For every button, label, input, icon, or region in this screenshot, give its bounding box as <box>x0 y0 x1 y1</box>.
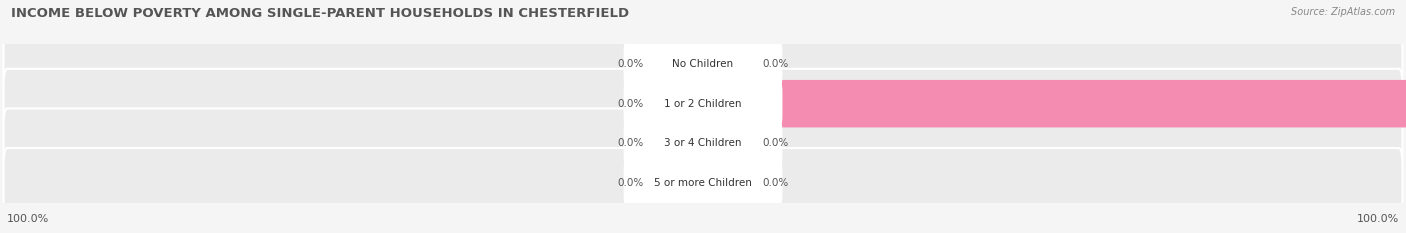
Text: INCOME BELOW POVERTY AMONG SINGLE-PARENT HOUSEHOLDS IN CHESTERFIELD: INCOME BELOW POVERTY AMONG SINGLE-PARENT… <box>11 7 630 20</box>
Text: 0.0%: 0.0% <box>617 59 644 69</box>
FancyBboxPatch shape <box>652 159 706 207</box>
Text: 0.0%: 0.0% <box>617 99 644 109</box>
FancyBboxPatch shape <box>702 80 1406 127</box>
Text: 0.0%: 0.0% <box>762 178 789 188</box>
FancyBboxPatch shape <box>652 80 706 127</box>
Text: 5 or more Children: 5 or more Children <box>654 178 752 188</box>
FancyBboxPatch shape <box>3 29 1403 99</box>
FancyBboxPatch shape <box>624 160 783 206</box>
FancyBboxPatch shape <box>702 120 754 167</box>
Text: 0.0%: 0.0% <box>762 59 789 69</box>
FancyBboxPatch shape <box>702 159 754 207</box>
FancyBboxPatch shape <box>3 108 1403 178</box>
Text: 0.0%: 0.0% <box>617 178 644 188</box>
FancyBboxPatch shape <box>624 41 783 87</box>
Text: Source: ZipAtlas.com: Source: ZipAtlas.com <box>1291 7 1395 17</box>
FancyBboxPatch shape <box>3 69 1403 139</box>
FancyBboxPatch shape <box>652 40 706 88</box>
FancyBboxPatch shape <box>702 40 754 88</box>
FancyBboxPatch shape <box>652 120 706 167</box>
Text: 1 or 2 Children: 1 or 2 Children <box>664 99 742 109</box>
Text: 3 or 4 Children: 3 or 4 Children <box>664 138 742 148</box>
Text: 0.0%: 0.0% <box>762 138 789 148</box>
FancyBboxPatch shape <box>3 148 1403 218</box>
Text: 100.0%: 100.0% <box>7 214 49 224</box>
Text: 0.0%: 0.0% <box>617 138 644 148</box>
Text: No Children: No Children <box>672 59 734 69</box>
FancyBboxPatch shape <box>624 81 783 126</box>
FancyBboxPatch shape <box>624 121 783 166</box>
Text: 100.0%: 100.0% <box>1357 214 1399 224</box>
